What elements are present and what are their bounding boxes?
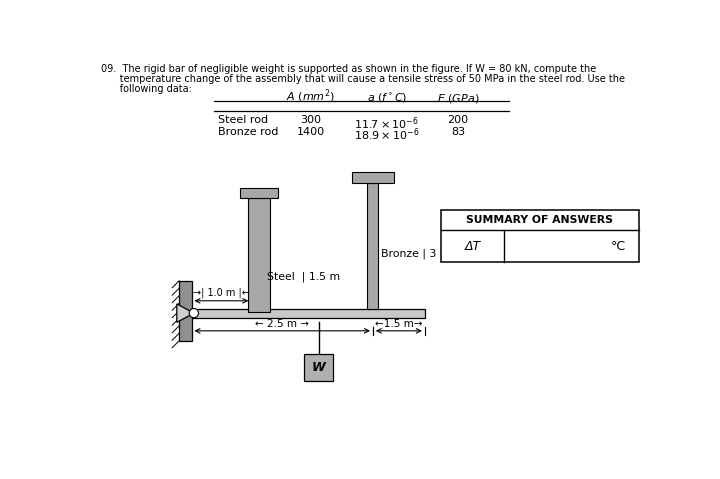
Text: Bronze rod: Bronze rod xyxy=(218,127,278,137)
Text: temperature change of the assembly that will cause a tensile stress of 50 MPa in: temperature change of the assembly that … xyxy=(101,74,625,84)
Text: $11.7 \times 10^{-6}$: $11.7 \times 10^{-6}$ xyxy=(354,115,419,132)
Text: °C: °C xyxy=(611,240,626,252)
Text: Bronze | 3 m: Bronze | 3 m xyxy=(381,249,450,259)
Text: W: W xyxy=(312,361,325,374)
Text: Steel rod: Steel rod xyxy=(218,115,268,125)
Circle shape xyxy=(189,308,199,318)
Bar xyxy=(304,354,333,381)
Bar xyxy=(240,188,279,198)
Text: 83: 83 xyxy=(451,127,465,137)
Bar xyxy=(192,308,425,318)
Text: ΔT: ΔT xyxy=(464,240,481,252)
Text: ← 2.5 m →: ← 2.5 m → xyxy=(255,319,309,329)
Bar xyxy=(352,172,394,183)
Text: 200: 200 xyxy=(448,115,469,125)
Bar xyxy=(248,198,270,311)
Text: 300: 300 xyxy=(300,115,321,125)
Text: $18.9 \times 10^{-6}$: $18.9 \times 10^{-6}$ xyxy=(354,127,420,143)
Text: Steel  | 1.5 m: Steel | 1.5 m xyxy=(266,272,340,282)
Bar xyxy=(367,183,378,308)
Bar xyxy=(179,281,192,341)
Text: →| 1.0 m |←: →| 1.0 m |← xyxy=(193,288,250,298)
Bar xyxy=(441,210,639,262)
Text: 1400: 1400 xyxy=(297,127,325,137)
Text: $\mathit{A}\ \mathit{(mm^2)}$: $\mathit{A}\ \mathit{(mm^2)}$ xyxy=(287,88,336,105)
Text: $\mathit{E}\ \mathit{(GPa)}$: $\mathit{E}\ \mathit{(GPa)}$ xyxy=(437,92,480,105)
Text: $\mathit{a}\ \mathit{(f{^\circ}C)}$: $\mathit{a}\ \mathit{(f{^\circ}C)}$ xyxy=(366,92,407,105)
Text: 09.  The rigid bar of negligible weight is supported as shown in the figure. If : 09. The rigid bar of negligible weight i… xyxy=(101,64,596,74)
Text: ←1.5 m→: ←1.5 m→ xyxy=(375,319,423,329)
Polygon shape xyxy=(177,304,194,322)
Text: SUMMARY OF ANSWERS: SUMMARY OF ANSWERS xyxy=(467,215,613,225)
Text: following data:: following data: xyxy=(101,84,192,94)
